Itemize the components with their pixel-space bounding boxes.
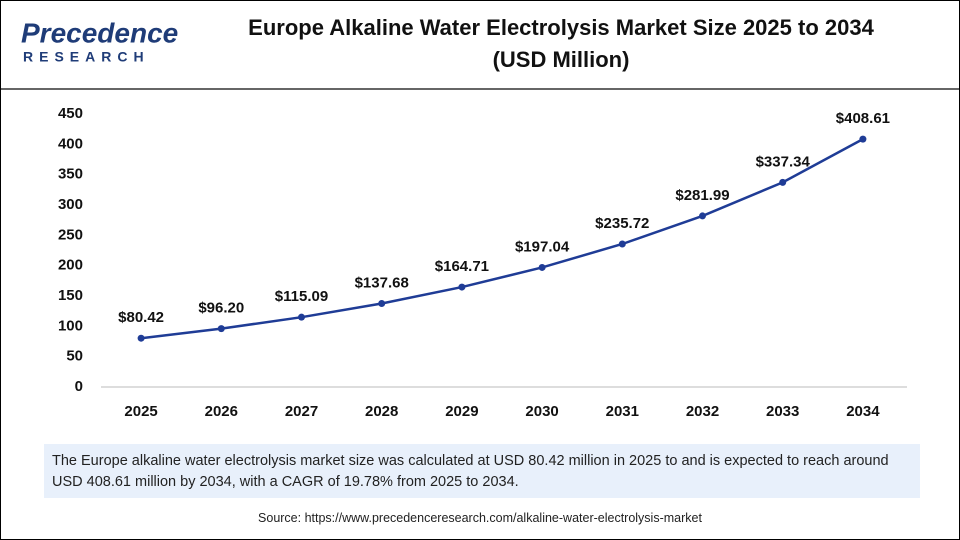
data-label: $408.61 xyxy=(836,110,890,127)
x-tick-label: 2027 xyxy=(285,403,318,420)
data-label: $137.68 xyxy=(355,274,409,291)
y-tick-label: 100 xyxy=(58,317,83,334)
x-tick-label: 2028 xyxy=(365,403,398,420)
x-tick-label: 2029 xyxy=(445,403,478,420)
chart-subtitle: (USD Million) xyxy=(493,47,630,72)
point xyxy=(859,135,867,143)
data-label: $337.34 xyxy=(756,153,811,170)
data-label: $235.72 xyxy=(595,215,649,232)
x-tick-label: 2030 xyxy=(525,403,558,420)
data-label: $164.71 xyxy=(435,258,489,275)
y-tick-label: 0 xyxy=(75,378,83,395)
line xyxy=(140,138,864,340)
data-label: $115.09 xyxy=(275,288,328,305)
description: The Europe alkaline water electrolysis m… xyxy=(44,444,920,498)
source: Source: https://www.precedenceresearch.c… xyxy=(258,511,702,525)
point xyxy=(378,299,386,307)
point xyxy=(217,325,225,333)
y-tick-label: 50 xyxy=(66,348,83,365)
point xyxy=(298,313,305,321)
logo-name: Precedence xyxy=(21,17,178,48)
data-label: $281.99 xyxy=(675,187,729,204)
x-tick-label: 2025 xyxy=(124,403,157,420)
x-tick-label: 2026 xyxy=(205,403,238,420)
y-tick-label: 300 xyxy=(58,196,83,213)
point xyxy=(699,212,706,220)
logo-tagline: RESEARCH xyxy=(23,49,150,65)
data-label: $197.04 xyxy=(515,238,570,255)
y-tick-label: 350 xyxy=(58,166,83,183)
x-tick-label: 2033 xyxy=(766,403,799,420)
data-label: $96.20 xyxy=(198,300,244,317)
y-tick-label: 200 xyxy=(58,257,83,274)
data-label: $80.42 xyxy=(118,309,164,326)
point xyxy=(137,334,145,342)
point xyxy=(618,240,626,248)
point xyxy=(538,263,546,271)
chart-title: Europe Alkaline Water Electrolysis Marke… xyxy=(248,15,874,40)
x-tick-label: 2032 xyxy=(686,403,719,420)
y-tick-label: 400 xyxy=(58,135,83,152)
y-tick-label: 450 xyxy=(58,105,83,122)
point xyxy=(458,283,466,291)
y-tick-label: 150 xyxy=(58,287,83,304)
point xyxy=(779,178,787,186)
y-tick-label: 250 xyxy=(58,226,83,243)
x-tick-label: 2031 xyxy=(606,403,639,420)
x-tick-label: 2034 xyxy=(846,403,880,420)
